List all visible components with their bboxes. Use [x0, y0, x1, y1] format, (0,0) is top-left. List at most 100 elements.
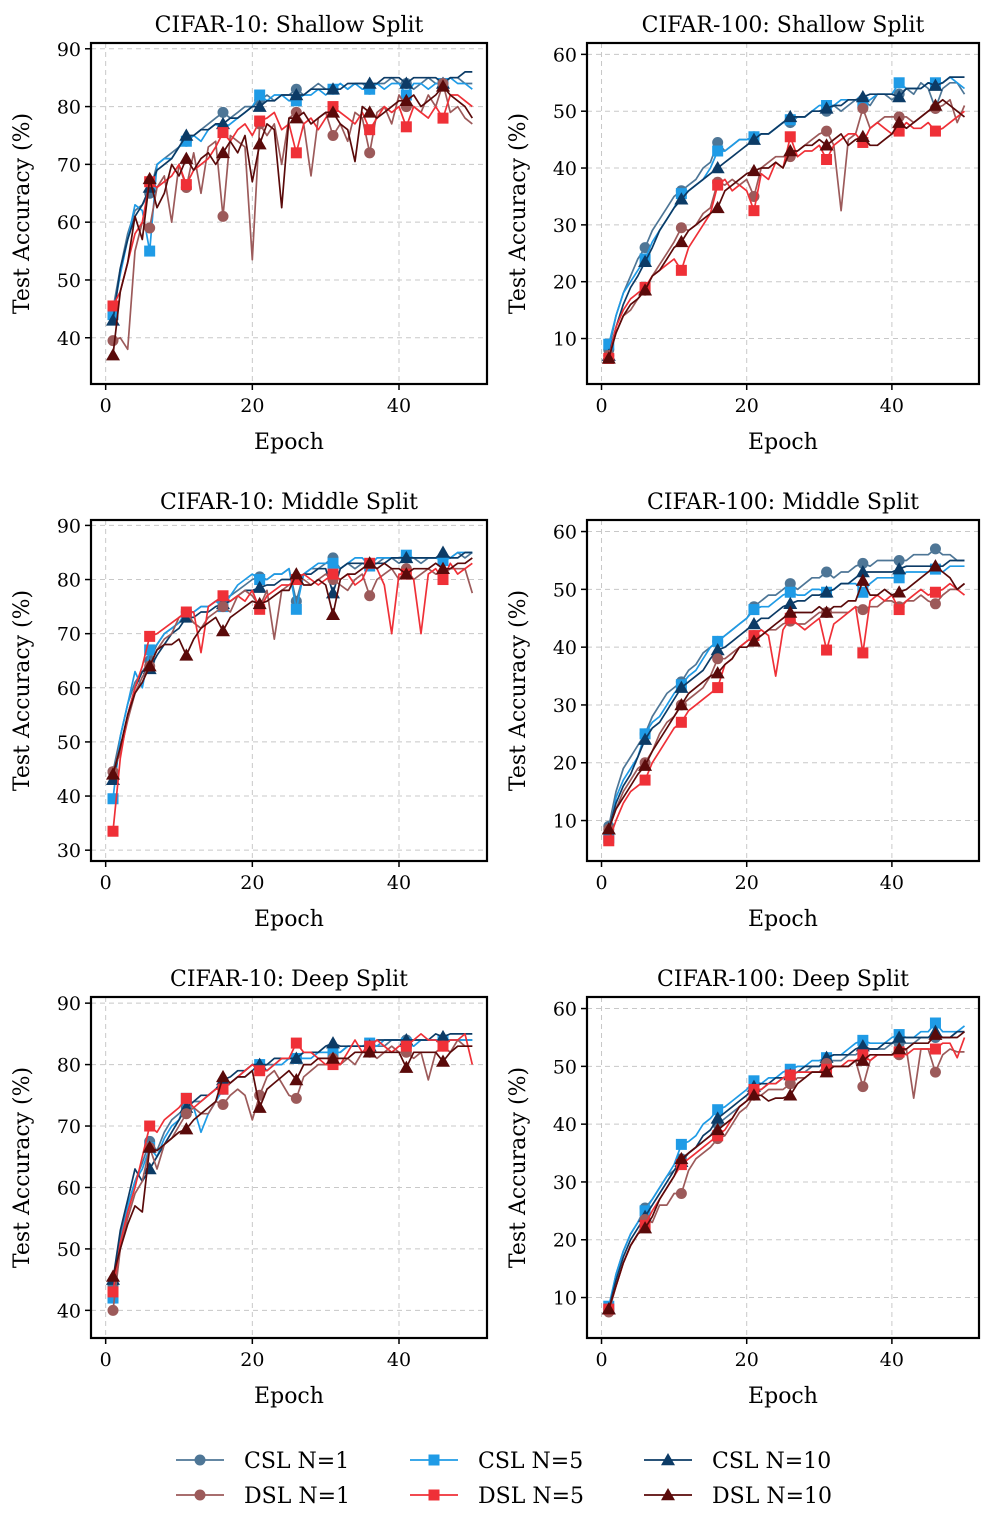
y-tick-label: 60	[57, 212, 81, 234]
x-tick-label: 0	[595, 395, 607, 417]
y-axis-label: Test Accuracy (%)	[10, 113, 35, 314]
series-csl-n-1	[107, 551, 473, 778]
data-point	[326, 82, 340, 95]
data-point	[180, 1092, 192, 1104]
data-point	[929, 543, 941, 555]
data-point	[712, 136, 724, 148]
series-csl-n-10	[601, 76, 965, 361]
data-point	[326, 1036, 340, 1049]
plot-area	[601, 76, 966, 364]
x-tick-label: 0	[100, 872, 112, 894]
data-point	[710, 643, 725, 656]
data-point	[217, 601, 229, 613]
data-point	[290, 1092, 302, 1104]
y-tick-label: 50	[553, 1056, 577, 1078]
data-point	[819, 101, 834, 114]
data-point	[399, 567, 414, 580]
data-point	[928, 559, 943, 572]
data-point	[893, 125, 905, 137]
series-line-dsl-n-5	[607, 110, 966, 359]
series-csl-n-5	[603, 76, 966, 350]
legend-label: DSL N=10	[712, 1484, 832, 1509]
panel-cifar-10-shallow-split: 40 50 60 70 80 90 0 20 40 CIFAR-10: Shallow Split…	[10, 13, 489, 455]
data-point	[674, 234, 689, 248]
data-point	[892, 1030, 907, 1043]
y-tick-label: 80	[57, 97, 81, 119]
data-point	[783, 109, 798, 123]
data-point	[819, 605, 834, 618]
data-point	[857, 1081, 869, 1093]
y-tick-label: 70	[57, 154, 81, 176]
y-tick-label: 60	[57, 1177, 81, 1199]
data-point	[821, 154, 833, 166]
series-dsl-n-5	[107, 1033, 474, 1298]
data-point	[674, 680, 689, 693]
data-point	[821, 566, 833, 578]
data-point	[892, 115, 907, 128]
y-tick-label: 60	[553, 44, 577, 66]
series-dsl-n-10	[106, 1045, 473, 1282]
data-point	[362, 105, 377, 118]
y-tick-label: 10	[553, 811, 577, 833]
legend-label: DSL N=1	[244, 1484, 350, 1509]
data-point	[290, 147, 302, 159]
data-point	[784, 578, 796, 590]
data-point	[929, 598, 941, 610]
legend-label: DSL N=5	[478, 1484, 584, 1509]
data-point	[929, 125, 941, 137]
series-line-dsl-n-5	[112, 1033, 474, 1293]
chart-title: CIFAR-100: Deep Split	[657, 967, 909, 992]
data-point	[712, 682, 724, 694]
data-point	[436, 545, 450, 558]
data-point	[855, 565, 870, 578]
data-point	[106, 767, 120, 780]
series-dsl-n-5	[107, 94, 473, 312]
series-csl-n-5	[603, 1017, 966, 1312]
data-point	[290, 95, 302, 107]
x-tick-label: 40	[387, 395, 411, 417]
series-dsl-n-1	[107, 1039, 473, 1316]
data-point	[107, 1292, 119, 1304]
series-line-dsl-n-10	[112, 557, 473, 775]
data-point	[603, 338, 615, 350]
plot-area	[106, 71, 474, 361]
data-point	[216, 116, 230, 130]
data-point	[710, 161, 725, 174]
data-point	[892, 585, 907, 598]
y-axis-label: Test Accuracy (%)	[506, 113, 531, 314]
series-dsl-n-10	[106, 79, 474, 361]
data-point	[217, 590, 229, 602]
y-tick-label: 10	[553, 329, 577, 351]
data-point	[107, 793, 119, 805]
data-point	[601, 822, 616, 835]
grid	[587, 43, 979, 384]
data-point	[783, 605, 798, 618]
y-tick-label: 20	[553, 753, 577, 775]
data-point	[601, 351, 616, 364]
data-point	[783, 143, 798, 157]
axes-frame	[89, 41, 489, 386]
data-point	[639, 774, 651, 786]
data-point	[603, 835, 615, 847]
data-point	[364, 83, 376, 95]
data-point	[142, 171, 157, 185]
y-axis-label: Test Accuracy (%)	[10, 590, 35, 791]
data-point	[144, 245, 156, 257]
series-line-dsl-n-10	[112, 1045, 473, 1277]
data-point	[252, 137, 267, 150]
data-point	[252, 1100, 267, 1113]
data-point	[327, 129, 339, 141]
y-tick-label: 40	[57, 786, 81, 808]
data-point	[855, 1053, 870, 1066]
x-tick-label: 40	[387, 872, 411, 894]
data-point	[254, 89, 266, 101]
data-point	[748, 205, 760, 217]
data-point	[674, 697, 689, 711]
x-tick-label: 0	[595, 1349, 607, 1371]
y-tick-label: 90	[57, 515, 81, 537]
data-point	[893, 554, 905, 566]
y-tick-label: 30	[553, 215, 577, 237]
data-point	[217, 127, 229, 139]
data-point	[638, 732, 653, 745]
x-tick-label: 0	[595, 872, 607, 894]
